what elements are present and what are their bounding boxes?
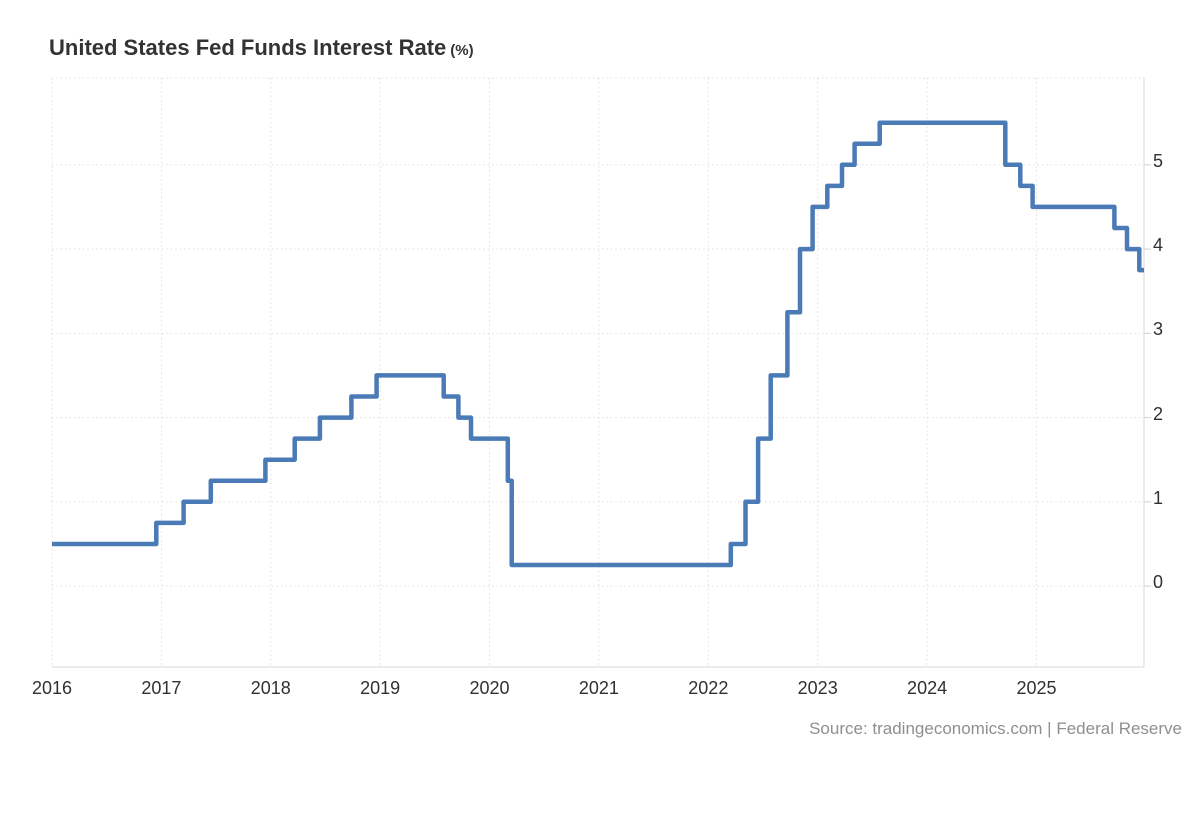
y-tick-label-4: 4 [1153,235,1164,256]
x-tick-label-2022: 2022 [688,678,729,698]
source-attribution: Source: tradingeconomics.com | Federal R… [809,719,1182,738]
y-tick-label-0: 0 [1153,572,1164,593]
chart-title: United States Fed Funds Interest Rate (%) [49,35,474,64]
y-tick-label-1: 1 [1153,487,1164,508]
x-tick-label-2024: 2024 [907,678,948,698]
x-tick-label-2019: 2019 [360,678,401,698]
x-tick-label-2016: 2016 [31,678,73,698]
x-tick-label-2017: 2017 [141,678,182,698]
x-tick-label-2025: 2025 [1016,678,1057,698]
x-tick-label-2018: 2018 [250,678,291,698]
x-tick-label-2020: 2020 [469,678,510,698]
y-tick-label-5: 5 [1153,150,1164,171]
fed-funds-rate-line [52,120,1144,568]
y-tick-label-2: 2 [1153,403,1164,424]
x-tick-label-2021: 2021 [578,678,619,698]
x-tick-label-2023: 2023 [797,678,838,698]
chart-title-text: United States Fed Funds Interest Rate [49,35,447,60]
percent-unit-label: (%) [450,42,474,59]
y-tick-label-3: 3 [1153,319,1164,340]
